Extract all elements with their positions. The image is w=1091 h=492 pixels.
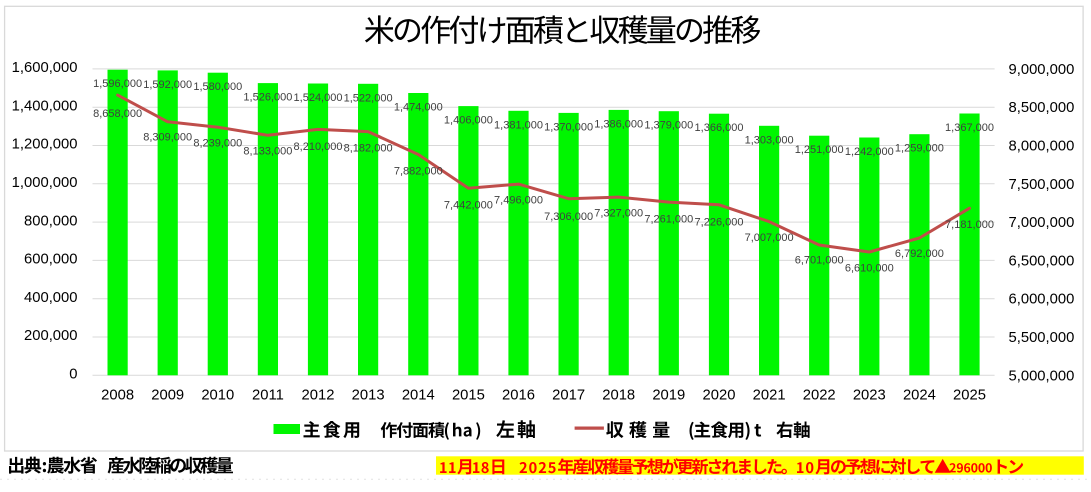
svg-text:8,500,000: 8,500,000 [1009,100,1075,116]
svg-text:600,000: 600,000 [24,252,78,268]
svg-text:1,600,000: 1,600,000 [12,60,78,76]
svg-text:8,210,000: 8,210,000 [294,141,343,153]
svg-text:200,000: 200,000 [24,328,78,344]
svg-text:2025: 2025 [953,388,986,404]
svg-text:7,306,000: 7,306,000 [544,211,593,223]
svg-text:2017: 2017 [552,388,585,404]
svg-text:2023: 2023 [853,388,886,404]
svg-text:1,522,000: 1,522,000 [344,92,393,104]
svg-text:2022: 2022 [803,388,836,404]
svg-text:2021: 2021 [753,388,786,404]
svg-text:1,370,000: 1,370,000 [544,121,593,133]
svg-text:1,381,000: 1,381,000 [494,119,543,131]
svg-text:2011: 2011 [252,388,284,404]
svg-text:8,658,000: 8,658,000 [93,108,142,120]
svg-text:1,367,000: 1,367,000 [945,122,994,134]
svg-text:8,239,000: 8,239,000 [193,137,242,149]
svg-text:400,000: 400,000 [24,290,78,306]
svg-text:1,000,000: 1,000,000 [12,175,78,191]
svg-text:7,500,000: 7,500,000 [1009,177,1075,193]
svg-text:5,000,000: 5,000,000 [1009,368,1075,384]
svg-text:8,000,000: 8,000,000 [1009,139,1075,155]
svg-text:6,792,000: 6,792,000 [895,248,944,260]
svg-text:1,366,000: 1,366,000 [695,122,744,134]
svg-text:1,596,000: 1,596,000 [93,78,142,90]
svg-text:2018: 2018 [602,388,635,404]
svg-text:1,580,000: 1,580,000 [193,81,242,93]
svg-text:0: 0 [69,367,77,383]
svg-text:1,526,000: 1,526,000 [243,92,292,104]
svg-text:8,182,000: 8,182,000 [344,143,393,155]
svg-text:1,200,000: 1,200,000 [12,137,78,153]
svg-text:7,882,000: 7,882,000 [394,165,443,177]
svg-text:1,400,000: 1,400,000 [12,98,78,114]
svg-text:8,309,000: 8,309,000 [143,132,192,144]
svg-text:1,406,000: 1,406,000 [444,115,493,127]
svg-text:6,500,000: 6,500,000 [1009,253,1075,269]
svg-text:1,259,000: 1,259,000 [895,143,944,155]
svg-text:2008: 2008 [101,388,134,404]
svg-text:1,251,000: 1,251,000 [795,144,844,156]
svg-text:1,386,000: 1,386,000 [594,118,643,130]
svg-text:2015: 2015 [452,388,485,404]
svg-text:7,007,000: 7,007,000 [745,232,794,244]
svg-text:1,379,000: 1,379,000 [644,120,693,132]
svg-text:7,327,000: 7,327,000 [594,208,643,220]
svg-text:1,242,000: 1,242,000 [845,146,894,158]
svg-text:7,261,000: 7,261,000 [644,214,693,226]
svg-text:6,000,000: 6,000,000 [1009,292,1075,308]
svg-text:2013: 2013 [352,388,385,404]
svg-text:2016: 2016 [502,388,535,404]
svg-text:6,610,000: 6,610,000 [845,262,894,274]
svg-text:8,133,000: 8,133,000 [243,146,292,158]
svg-text:7,442,000: 7,442,000 [444,200,493,212]
svg-text:2019: 2019 [652,388,685,404]
svg-text:2014: 2014 [402,388,435,404]
svg-text:2010: 2010 [201,388,234,404]
svg-text:1,592,000: 1,592,000 [143,79,192,91]
svg-text:7,000,000: 7,000,000 [1009,215,1075,231]
svg-text:1,524,000: 1,524,000 [294,92,343,104]
svg-text:2024: 2024 [903,388,936,404]
svg-text:2012: 2012 [302,388,335,404]
svg-text:6,701,000: 6,701,000 [795,255,844,267]
svg-text:7,181,000: 7,181,000 [945,219,994,231]
svg-text:5,500,000: 5,500,000 [1009,330,1075,346]
svg-text:1,303,000: 1,303,000 [745,134,794,146]
svg-text:2009: 2009 [151,388,184,404]
svg-text:1,474,000: 1,474,000 [394,102,443,114]
svg-text:2020: 2020 [703,388,736,404]
svg-text:7,496,000: 7,496,000 [494,194,543,206]
svg-text:9,000,000: 9,000,000 [1009,62,1075,78]
svg-text:7,226,000: 7,226,000 [695,217,744,229]
svg-text:800,000: 800,000 [24,213,78,229]
